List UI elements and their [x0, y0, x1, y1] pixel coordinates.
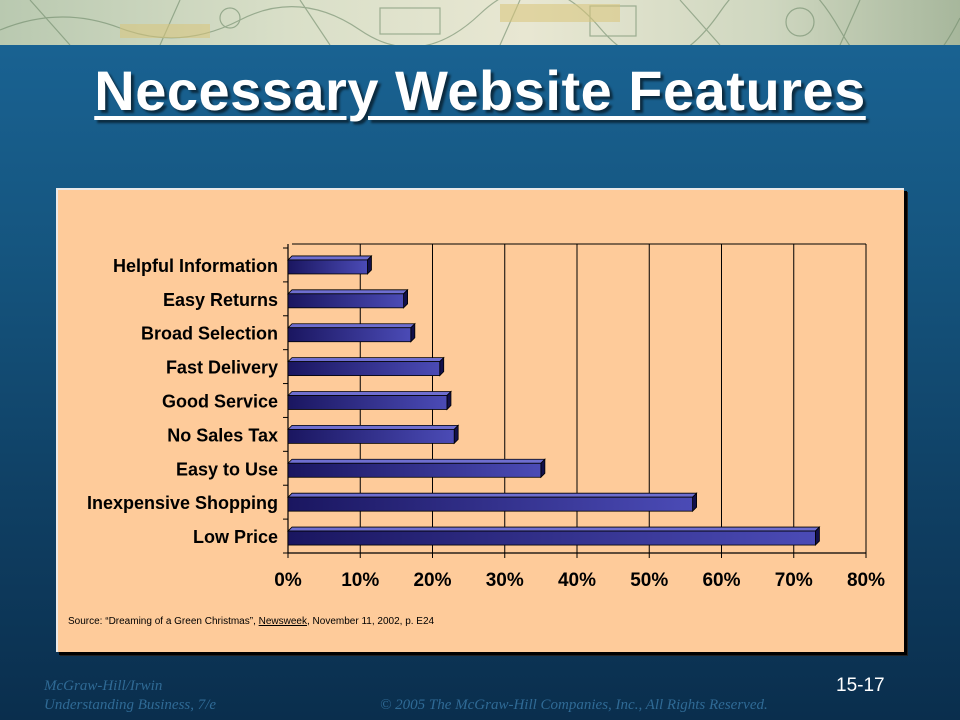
bar-chart: 0% 10% 20% 30% 40% 50% 60% 70% 80% Helpful Inform…	[87, 243, 885, 591]
bar-front-face	[287, 428, 455, 444]
bar-front-face	[287, 361, 441, 377]
x-tick-label: 50%	[630, 570, 668, 591]
bar-front-face	[287, 530, 816, 546]
x-tick-label: 0%	[274, 570, 302, 591]
bar-top-face	[287, 492, 698, 498]
x-tick-label: 30%	[486, 570, 524, 591]
bar-top-face	[287, 526, 821, 532]
bar	[287, 288, 409, 309]
category-label: Easy Returns	[163, 290, 278, 310]
footer-book: Understanding Business, 7/e	[44, 697, 217, 713]
category-label: Good Service	[162, 392, 278, 412]
x-tick-label: 70%	[775, 570, 813, 591]
source-prefix: Source: “Dreaming of a Green Christmas”,	[68, 616, 259, 627]
bar-top-face	[287, 357, 445, 363]
x-tick-label: 20%	[413, 570, 451, 591]
bar	[287, 390, 452, 411]
bar-front-face	[287, 395, 448, 410]
category-label: Inexpensive Shopping	[87, 493, 278, 513]
footer-publisher: McGraw-Hill/Irwin	[44, 678, 163, 694]
x-tick-label: 60%	[702, 570, 740, 591]
category-label: Helpful Information	[113, 256, 278, 276]
bar-top-face	[287, 323, 416, 329]
x-tick-label: 10%	[341, 570, 379, 591]
category-label: Low Price	[193, 527, 278, 547]
bar	[287, 526, 821, 547]
bar-front-face	[287, 496, 694, 512]
bar	[287, 322, 416, 343]
bar	[287, 254, 373, 275]
x-tick-label: 80%	[847, 570, 885, 591]
bar-front-face	[287, 259, 368, 275]
bar	[287, 492, 698, 513]
x-tick-label: 40%	[558, 570, 596, 591]
bar-top-face	[287, 255, 373, 261]
footer-copyright: © 2005 The McGraw-Hill Companies, Inc., …	[380, 697, 768, 713]
bar-front-face	[287, 327, 412, 343]
bar-front-face	[287, 462, 542, 478]
bar-top-face	[287, 424, 460, 430]
chart-panel: 0% 10% 20% 30% 40% 50% 60% 70% 80% Helpful Inform…	[56, 188, 904, 652]
bar	[287, 458, 546, 479]
source-suffix: , November 11, 2002, p. E24	[306, 616, 435, 627]
bar-top-face	[287, 458, 546, 464]
bar-front-face	[287, 293, 404, 309]
source-citation: Source: “Dreaming of a Green Christmas”,…	[68, 616, 434, 627]
category-label: Fast Delivery	[166, 358, 278, 378]
category-label: No Sales Tax	[167, 425, 278, 445]
bar-top-face	[287, 391, 452, 396]
slide-number: 15-17	[836, 675, 885, 696]
source-publication: Newsweek	[258, 616, 307, 627]
category-label: Broad Selection	[141, 324, 278, 344]
bar	[287, 356, 445, 377]
header-banner-image	[0, 0, 960, 45]
bar	[287, 424, 460, 445]
slide-title: Necessary Website Features	[94, 59, 866, 122]
category-label: Easy to Use	[176, 459, 278, 479]
bar-top-face	[287, 289, 409, 295]
